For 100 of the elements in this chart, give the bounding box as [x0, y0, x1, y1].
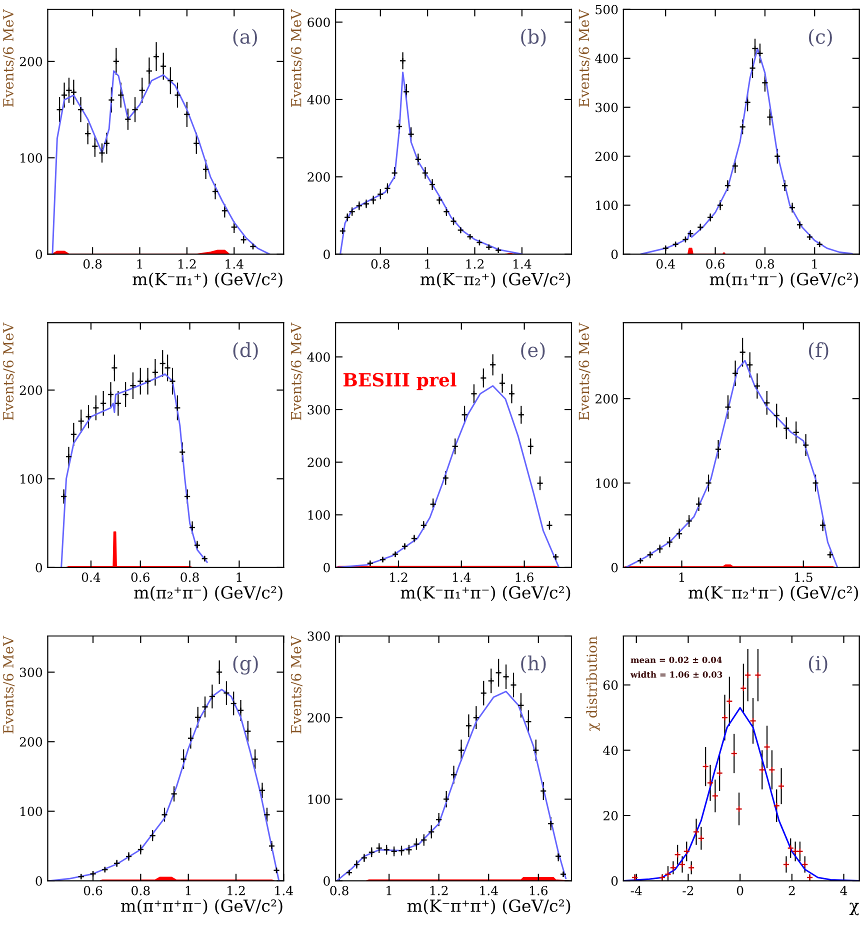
- x-tick-label: -4: [630, 886, 642, 896]
- y-tick-label: 0: [324, 250, 330, 260]
- x-tick-label: 0.8: [83, 259, 102, 269]
- y-tick-label: 0: [611, 876, 618, 886]
- y-tick-label: 0: [611, 250, 618, 260]
- x-axis-title: m(K⁻π⁺π⁺) (GeV/c²): [407, 899, 570, 914]
- x-tick-label: 1.4: [275, 886, 293, 896]
- y-axis-title: Events/6 MeV: [290, 322, 302, 420]
- y-tick-label: 100: [20, 153, 42, 163]
- y-tick-label: 60: [603, 680, 618, 690]
- y-axis-title: Events/6 MeV: [578, 9, 590, 107]
- y-tick-label: 300: [20, 668, 42, 678]
- x-tick-label: 0.6: [131, 572, 150, 582]
- y-axis-title: χ distribution: [586, 636, 600, 731]
- annotation: mean = 0.02 ± 0.04: [630, 656, 722, 664]
- x-tick-label: 1.4: [480, 886, 498, 896]
- x-axis-title: m(K⁻π₂⁺π⁻) (GeV/c²): [688, 586, 858, 602]
- x-tick-label: 1.4: [226, 259, 244, 269]
- x-tick-label: 1.2: [228, 886, 245, 896]
- x-tick-label: 1.6: [516, 572, 534, 582]
- y-tick-label: 400: [307, 352, 330, 362]
- y-tick-label: 300: [308, 405, 330, 414]
- x-tick-label: 1: [137, 259, 142, 269]
- y-tick-label: 400: [307, 94, 330, 104]
- y-axis-title: Events/6 MeV: [3, 9, 15, 107]
- x-axis-title: m(K⁻π₂⁺) (GeV/c²): [420, 272, 570, 288]
- y-tick-label: 200: [20, 386, 42, 396]
- x-axis-title: m(K⁻π₁⁺π⁻) (GeV/c²): [400, 586, 570, 602]
- y-tick-label: 200: [20, 737, 42, 747]
- y-tick-label: 0: [36, 250, 42, 260]
- x-tick-label: 1.2: [178, 259, 196, 269]
- y-tick-label: 100: [308, 510, 330, 520]
- annotation: (g): [233, 655, 258, 675]
- annotation: (h): [521, 655, 546, 674]
- y-tick-label: 0: [324, 876, 330, 886]
- x-tick-label: 0.4: [656, 259, 675, 269]
- x-tick-label: 0: [736, 886, 744, 896]
- x-tick-label: 1.4: [514, 259, 532, 269]
- y-tick-label: 400: [595, 54, 618, 64]
- x-tick-label: -2: [682, 886, 694, 896]
- y-tick-label: 100: [308, 794, 330, 804]
- y-tick-label: 200: [308, 713, 330, 723]
- annotation: (b): [521, 28, 546, 47]
- y-tick-label: 200: [596, 152, 618, 162]
- y-tick-label: 100: [20, 806, 42, 816]
- y-tick-label: 0: [36, 876, 42, 886]
- x-tick-label: 0.6: [84, 886, 102, 896]
- x-tick-label: 1: [386, 886, 392, 896]
- x-axis-title: m(π₂⁺π⁻) (GeV/c²): [134, 586, 282, 602]
- annotation: (f): [808, 342, 828, 360]
- y-tick-label: 40: [603, 746, 618, 756]
- annotation: BESIII prel: [343, 372, 456, 390]
- annotation: (d): [233, 342, 258, 360]
- x-tick-label: 1: [425, 259, 430, 269]
- y-tick-label: 0: [36, 562, 42, 572]
- y-tick-label: 500: [596, 4, 618, 14]
- x-tick-label: 1: [186, 886, 191, 896]
- x-tick-label: 4: [840, 886, 848, 896]
- y-axis-title: Events/6 MeV: [3, 636, 15, 734]
- y-tick-label: 200: [596, 394, 618, 404]
- y-axis-title: Events/6 MeV: [290, 636, 302, 734]
- y-tick-label: 300: [308, 631, 330, 641]
- y-tick-label: 100: [20, 474, 42, 484]
- x-tick-label: 1.2: [466, 259, 484, 269]
- x-axis-title: m(K⁻π₁⁺) (GeV/c²): [132, 272, 282, 288]
- x-tick-label: 2: [788, 886, 795, 896]
- y-axis-title: Events/6 MeV: [290, 9, 302, 107]
- x-axis-title: m(π₁⁺π⁻) (GeV/c²): [710, 272, 858, 288]
- x-tick-label: 1: [679, 572, 684, 582]
- x-tick-label: 1: [236, 572, 242, 582]
- annotation: (a): [233, 28, 257, 47]
- x-tick-label: 0.8: [132, 886, 150, 896]
- annotation: width = 1.06 ± 0.03: [630, 671, 722, 678]
- x-tick-label: 0.8: [180, 572, 199, 582]
- x-tick-label: 0.8: [756, 259, 774, 269]
- x-tick-label: 0.8: [330, 886, 348, 896]
- x-axis-title: m(π⁺π⁺π⁻) (GeV/c²): [121, 899, 282, 914]
- x-tick-label: 1: [812, 259, 817, 269]
- y-tick-label: 20: [603, 810, 618, 820]
- y-tick-label: 200: [20, 56, 42, 66]
- y-tick-label: 200: [308, 172, 330, 182]
- y-tick-label: 100: [596, 200, 618, 210]
- x-tick-label: 1.2: [390, 572, 408, 582]
- y-tick-label: 0: [611, 562, 618, 572]
- x-tick-label: 1.4: [452, 572, 471, 582]
- y-tick-label: 0: [324, 562, 330, 572]
- x-tick-label: 0.4: [82, 572, 100, 582]
- x-tick-label: 1.5: [794, 572, 812, 582]
- annotation: (e): [521, 342, 545, 360]
- y-tick-label: 600: [308, 18, 330, 28]
- x-tick-label: 1.6: [530, 886, 548, 896]
- x-axis-title: χ: [849, 902, 859, 916]
- y-axis-title: Events/6 MeV: [3, 322, 15, 420]
- annotation: (c): [808, 28, 832, 47]
- y-axis-title: Events/6 MeV: [578, 322, 590, 420]
- y-tick-label: 200: [308, 458, 330, 468]
- y-tick-label: 100: [596, 478, 618, 488]
- y-tick-label: 300: [596, 102, 618, 112]
- x-tick-label: 0.6: [706, 259, 724, 269]
- x-tick-label: 1.2: [430, 886, 448, 896]
